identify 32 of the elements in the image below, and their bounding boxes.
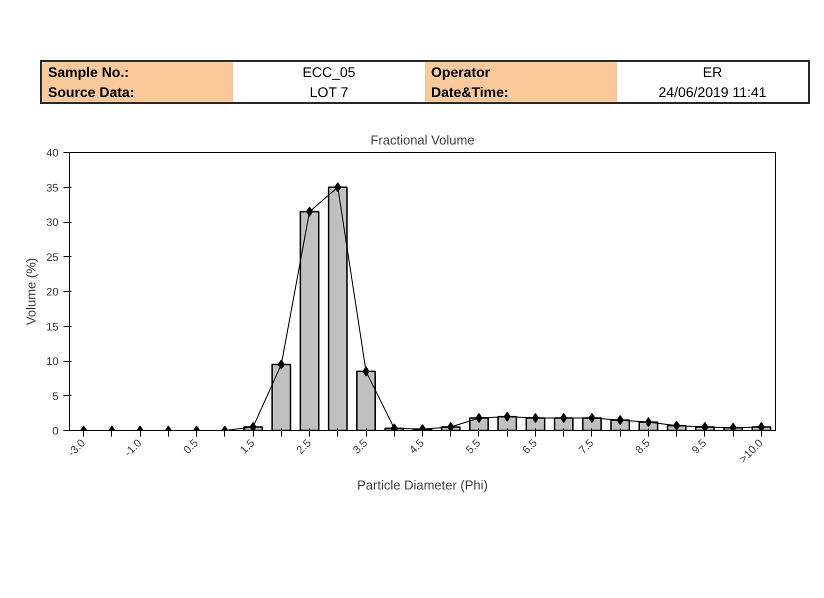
x-tick-label: 8.5 [633,437,653,457]
text: Date&Time: [425,82,617,103]
y-tick-label: 15 [46,321,59,334]
y-tick-label: 20 [46,286,59,298]
y-tick-label: 5 [52,390,59,403]
text: Operator [425,61,617,82]
y-axis-title: Volume (%) [23,258,38,326]
x-axis-title: Particle Diameter (Phi) [357,478,488,493]
text: ECC_05 [233,61,425,82]
x-tick-label: 5.5 [464,437,484,457]
y-tick-label: 35 [46,182,59,194]
x-tick-label: 2.5 [294,437,314,457]
x-tick-label: -3.0 [66,437,88,460]
text: ER [617,61,809,82]
x-tick-label: 7.5 [576,437,596,457]
x-tick-label: 4.5 [407,437,427,457]
y-tick-label: 40 [46,148,59,160]
y-tick-label: 0 [52,426,59,438]
x-tick-label: 9.5 [690,437,710,457]
x-tick-label: 6.5 [520,437,540,457]
text: Sample No.: [41,61,233,82]
x-tick-label: -1.0 [122,437,144,460]
x-tick-label: 1.5 [238,437,258,457]
text: 24/06/2019 11:41 [617,82,809,103]
text: LOT 7 [233,82,425,103]
source-note: Source Data: [41,82,233,103]
y-tick-label: 25 [46,252,59,264]
x-tick-label: 0.5 [182,437,201,457]
chart-title: Fractional Volume [370,132,475,148]
x-tick-label: 3.5 [350,437,370,457]
y-tick-label: 10 [46,356,59,368]
y-tick-label: 30 [46,217,59,229]
